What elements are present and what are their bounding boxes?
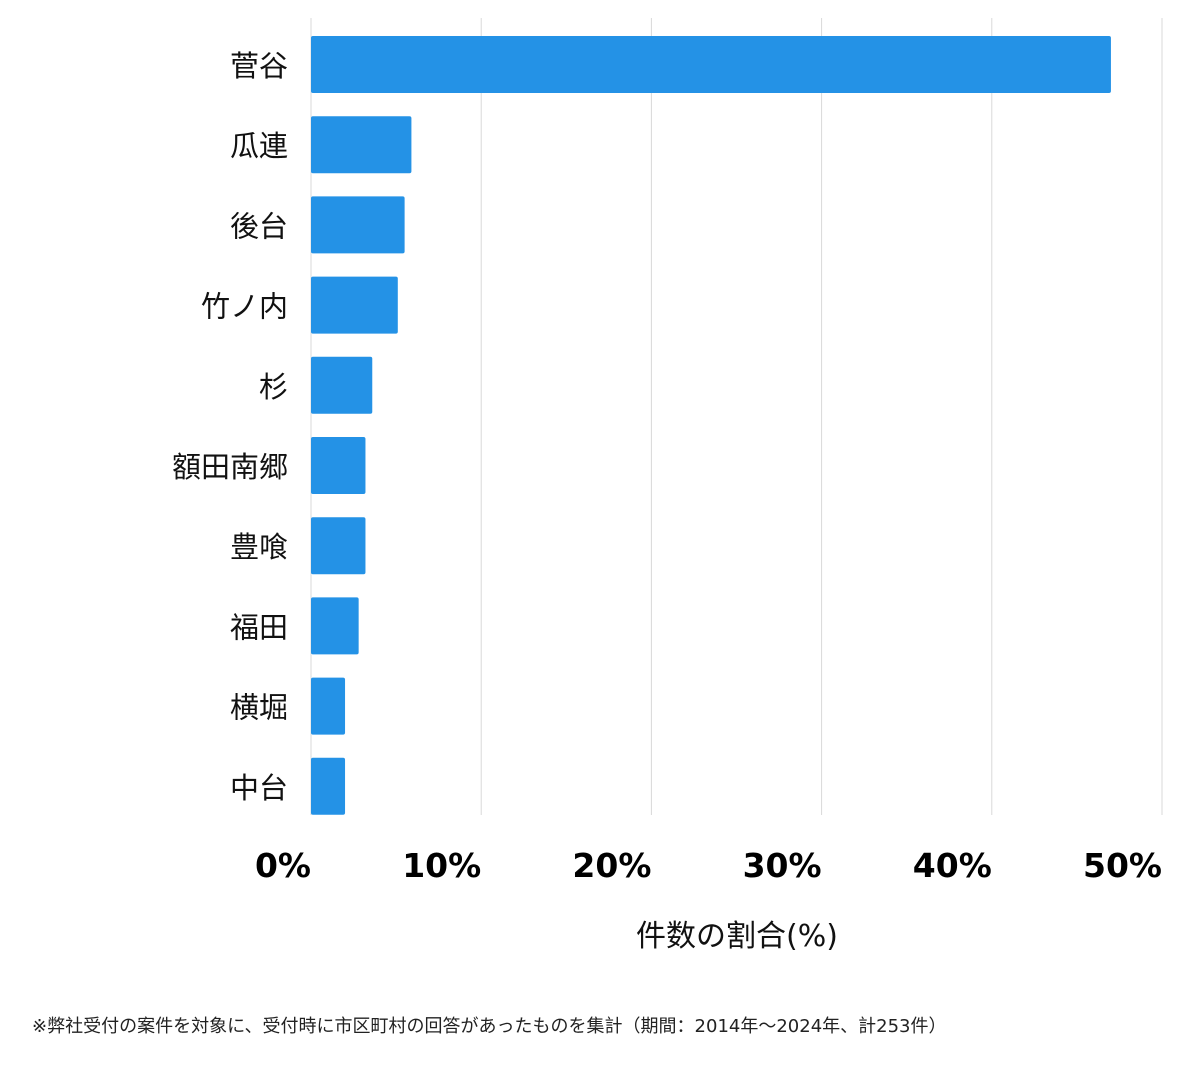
bar — [311, 677, 346, 735]
category-label: 豊喰 — [230, 530, 288, 564]
x-tick-label: 30% — [743, 846, 822, 885]
x-tick-label: 40% — [913, 846, 992, 885]
bar — [311, 196, 405, 254]
bar — [311, 116, 412, 174]
category-label: 福田 — [230, 610, 288, 644]
x-tick-label: 0% — [255, 846, 311, 885]
x-tick-label: 20% — [572, 846, 651, 885]
category-label: 瓜連 — [230, 129, 288, 163]
category-label: 額田南郷 — [172, 450, 288, 484]
bar — [311, 757, 346, 815]
bar — [311, 276, 398, 334]
x-tick-label: 50% — [1083, 846, 1162, 885]
bar — [311, 356, 373, 414]
bar — [311, 597, 359, 655]
category-label: 中台 — [230, 771, 288, 805]
x-tick-label: 10% — [402, 846, 481, 885]
bar — [311, 36, 1111, 93]
bar — [311, 517, 366, 575]
category-label: 後台 — [230, 209, 288, 243]
x-axis-label: 件数の割合(%) — [636, 919, 838, 954]
category-label: 横堀 — [230, 691, 288, 725]
footnote: ※弊社受付の案件を対象に、受付時に市区町村の回答があったものを集計（期間：201… — [32, 1016, 947, 1037]
bar — [311, 437, 366, 494]
category-label: 竹ノ内 — [201, 290, 288, 324]
category-label: 菅谷 — [230, 49, 288, 83]
category-label: 杉 — [259, 370, 288, 404]
